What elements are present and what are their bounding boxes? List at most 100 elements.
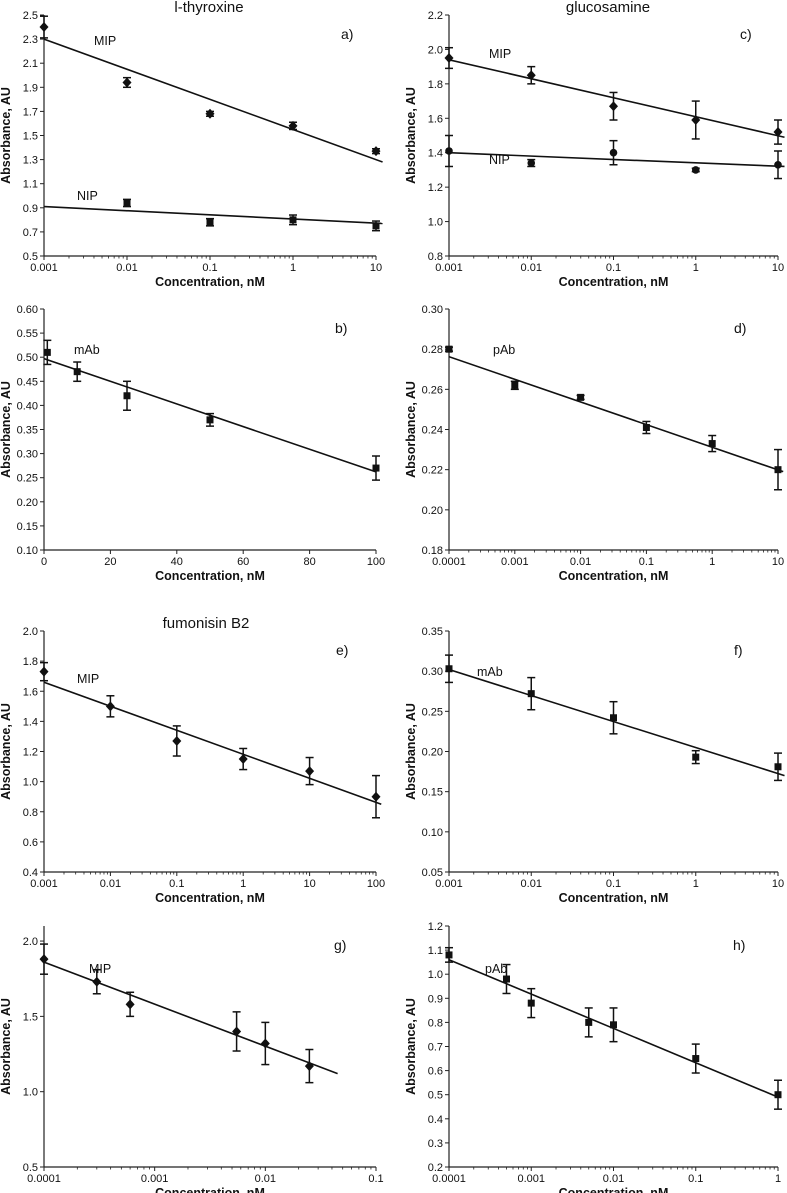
x-tick-label: 0.01 [521, 878, 542, 890]
y-tick-label: 0.28 [422, 344, 443, 356]
y-tick-label: 0.50 [17, 352, 38, 364]
data-point-diamond [288, 120, 298, 131]
x-tick-label: 0.01 [521, 262, 542, 274]
series-mab: mAb [445, 654, 785, 782]
y-axis-label: Absorbance, AU [0, 703, 13, 800]
data-point-diamond [371, 146, 381, 157]
y-tick-label: 0.30 [17, 449, 38, 461]
y-tick-label: 1.1 [23, 179, 38, 191]
series-pab: pAb [445, 946, 782, 1110]
x-tick-label: 0.1 [368, 1173, 383, 1185]
data-point-diamond [172, 735, 182, 746]
y-tick-label: 0.45 [17, 376, 38, 388]
series-label: MIP [489, 47, 511, 61]
data-point-diamond [92, 976, 102, 987]
series-label: NIP [77, 189, 98, 203]
x-tick-label: 0.1 [606, 262, 621, 274]
y-tick-label: 1.4 [23, 716, 38, 728]
x-tick-label: 0.001 [141, 1173, 169, 1185]
x-axis-label: Concentration, nM [559, 891, 669, 905]
y-tick-label: 1.9 [23, 82, 38, 94]
x-axis-label: Concentration, nM [559, 1186, 669, 1193]
data-point-square [289, 216, 297, 224]
y-tick-label: 1.2 [23, 747, 38, 759]
data-point-diamond [122, 77, 132, 88]
series-label: pAb [493, 343, 515, 357]
x-tick-label: 10 [772, 262, 784, 274]
data-point-square [445, 345, 453, 353]
y-tick-label: 0.60 [17, 304, 38, 316]
chart-title: glucosamine [566, 0, 650, 16]
y-tick-label: 0.9 [23, 203, 38, 215]
data-point-square [774, 1091, 782, 1099]
x-tick-label: 0.001 [30, 878, 58, 890]
data-point-diamond [39, 22, 49, 33]
y-tick-label: 1.1 [428, 945, 443, 957]
data-point-diamond [238, 754, 248, 765]
y-tick-label: 1.7 [23, 106, 38, 118]
y-tick-label: 0.30 [422, 666, 443, 678]
chart-panel-g: 0.5 1.0 1.5 2.0 0.0001 0.001 0.01 0.1 Concentrat… [0, 926, 384, 1193]
fit-line [449, 151, 785, 168]
x-tick-label: 10 [772, 556, 784, 568]
panel-label: g) [334, 937, 346, 953]
y-tick-label: 2.2 [428, 10, 443, 22]
data-point-diamond [205, 108, 215, 119]
x-tick-label: 100 [367, 878, 385, 890]
y-tick-label: 1.4 [428, 148, 443, 160]
data-point-diamond [371, 791, 381, 802]
data-point-diamond [260, 1038, 270, 1049]
panel-label: h) [733, 937, 745, 953]
fit-line [449, 58, 785, 139]
chart-panel-h: 0.2 0.3 0.4 0.5 0.6 0.7 0.8 0.9 1.0 1.1 1.2 0.0001 0… [404, 921, 782, 1193]
y-tick-label: 0.15 [17, 521, 38, 533]
x-tick-label: 60 [237, 556, 249, 568]
y-tick-label: 1.0 [428, 969, 443, 981]
series-label: MIP [89, 962, 111, 976]
data-point-square [577, 393, 585, 401]
y-tick-label: 0.4 [428, 1114, 443, 1126]
y-tick-label: 2.0 [23, 936, 38, 948]
y-tick-label: 0.7 [23, 227, 38, 239]
data-point-diamond [105, 701, 115, 712]
y-tick-label: 1.6 [23, 686, 38, 698]
y-tick-label: 0.24 [422, 425, 443, 437]
data-point-diamond [39, 666, 49, 677]
y-axis-label: Absorbance, AU [0, 381, 13, 478]
data-point-diamond [609, 101, 618, 112]
y-tick-label: 0.5 [428, 1090, 443, 1102]
y-tick-label: 1.8 [428, 79, 443, 91]
y-tick-label: 0.40 [17, 400, 38, 412]
data-point-square [372, 222, 380, 230]
y-tick-label: 0.7 [428, 1042, 443, 1054]
x-tick-label: 0.1 [202, 262, 217, 274]
y-tick-label: 1.8 [23, 656, 38, 668]
x-axis-label: Concentration, nM [155, 569, 265, 583]
series-nip: NIP [44, 189, 383, 232]
panel-label: f) [734, 642, 743, 658]
chart-panel-c: 0.8 1.0 1.2 1.4 1.6 1.8 2.0 2.2 0.001 0.01 0.1 1 10 C… [404, 0, 785, 289]
fit-line [44, 961, 338, 1075]
x-tick-label: 10 [772, 878, 784, 890]
x-tick-label: 0 [41, 556, 47, 568]
data-point-square [708, 440, 716, 448]
data-point-square [206, 218, 214, 226]
series-label: mAb [74, 343, 100, 357]
x-tick-label: 100 [367, 556, 385, 568]
series-label: mAb [477, 665, 503, 679]
data-point-circle [774, 160, 782, 169]
x-tick-label: 0.01 [603, 1173, 624, 1185]
y-tick-label: 1.3 [23, 155, 38, 167]
data-point-square [585, 1018, 593, 1026]
fit-line [449, 668, 785, 777]
data-point-square [372, 464, 380, 472]
y-tick-label: 1.2 [428, 182, 443, 194]
data-point-square [692, 1055, 700, 1063]
data-point-square [206, 416, 214, 424]
x-tick-label: 0.01 [116, 262, 137, 274]
x-tick-label: 1 [709, 556, 715, 568]
data-point-square [445, 665, 453, 673]
y-tick-label: 0.5 [23, 1162, 38, 1174]
data-point-circle [609, 148, 618, 157]
y-tick-label: 0.18 [422, 545, 443, 557]
